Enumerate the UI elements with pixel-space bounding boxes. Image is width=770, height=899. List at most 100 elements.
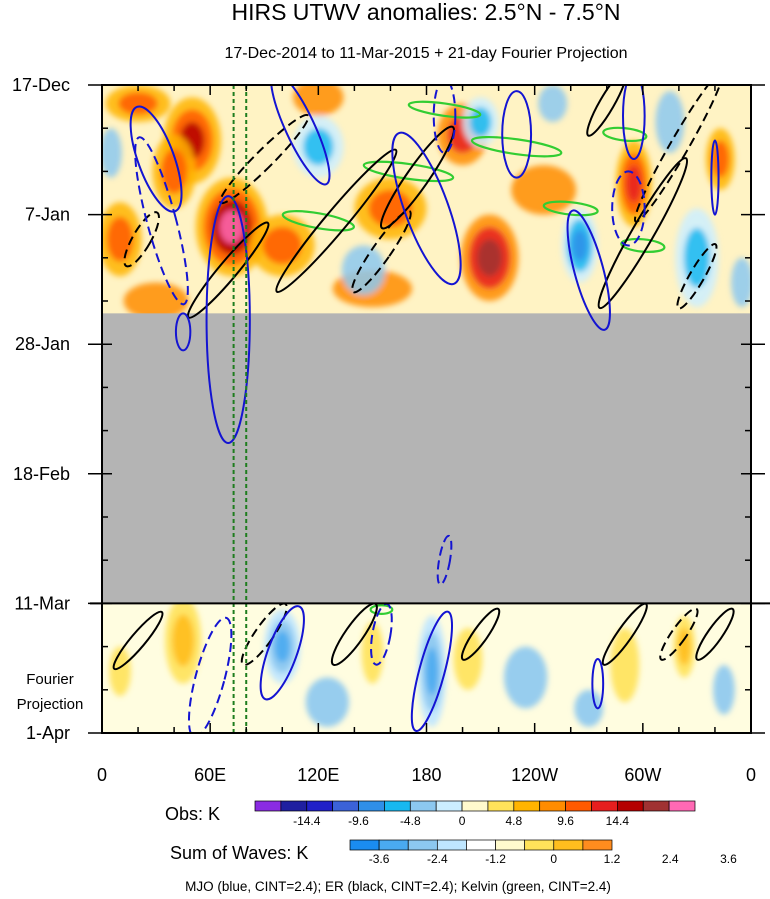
colorbar-swatch (565, 800, 592, 812)
er-contour (460, 607, 501, 661)
colorbar-swatch (436, 839, 467, 851)
colorbar-swatch (513, 800, 541, 812)
anomaly-blob (538, 85, 568, 123)
colorbar-swatch (487, 800, 515, 812)
mjo-contour (611, 170, 646, 247)
kelvin-contour (407, 100, 482, 119)
wave-blob (504, 646, 548, 709)
colorbar-tick-label: -1.2 (485, 852, 506, 866)
colorbar-tick-label: -14.4 (293, 814, 321, 828)
waves-colorbar: -3.6 -2.4 -1.2 0 1.2 2.4 3.6 (349, 839, 737, 866)
anomaly-field (102, 85, 751, 727)
y-tick-label: 18-Feb (13, 464, 70, 484)
x-tick-label: 60E (194, 765, 226, 785)
colorbar-tick-label: 0 (459, 814, 466, 828)
obs-colorbar-label: Obs: K (165, 804, 220, 824)
anomaly-blob (341, 245, 386, 295)
wave-blob (361, 621, 384, 684)
waves-colorbar-label: Sum of Waves: K (170, 843, 308, 863)
colorbar-tick-label: 4.8 (505, 814, 522, 828)
colorbar-swatch (332, 800, 359, 812)
colorbar-swatch (378, 839, 409, 851)
er-contour (633, 85, 724, 223)
x-axis-tick-labels: 0 60E 120E 180 120W 60W 0 (97, 765, 756, 785)
wave-blob (610, 628, 640, 703)
er-contour (676, 243, 718, 310)
mjo-contour (410, 610, 454, 732)
colorbar-tick-label: -3.6 (369, 852, 390, 866)
colorbar-swatch (642, 800, 670, 812)
y-tick-label: 1-Apr (26, 723, 70, 743)
colorbar-swatch (539, 800, 566, 812)
fourier-label-line2: Projection (17, 696, 84, 713)
mjo-contour (622, 85, 646, 161)
anomaly-blob (262, 226, 302, 264)
anomaly-blob (118, 92, 158, 115)
axis-ticks (88, 84, 765, 734)
kelvin-contour (369, 604, 394, 615)
mjo-contour (432, 85, 457, 154)
anomaly-blob (626, 165, 642, 203)
colorbar-swatch (461, 800, 489, 812)
mjo-contour (259, 605, 305, 701)
x-tick-label: 120W (511, 765, 558, 785)
anomaly-blob (107, 217, 134, 262)
kelvin-contour (620, 237, 666, 253)
anomaly-blob (711, 140, 730, 178)
wave-contours (112, 85, 735, 733)
colorbar-swatch (435, 800, 463, 812)
colorbar-swatch (409, 800, 437, 812)
mjo-contour (436, 534, 453, 586)
wave-blob (574, 689, 604, 727)
mjo-contour (501, 90, 533, 179)
wave-blob (677, 628, 691, 666)
colorbar-swatch (349, 839, 380, 851)
er-contour (123, 211, 160, 268)
x-tick-label: 60W (624, 765, 661, 785)
mjo-contour (566, 209, 611, 331)
x-tick-label: 0 (746, 765, 756, 785)
anomaly-blob (655, 91, 685, 153)
er-contour (351, 209, 412, 294)
colorbar-swatch (524, 839, 555, 851)
colorbar-swatch (280, 800, 308, 812)
marker-lines (232, 85, 248, 733)
wave-blob (305, 677, 349, 727)
colorbar-swatch (617, 800, 644, 812)
wave-blob (172, 614, 194, 667)
mjo-contour (129, 105, 183, 213)
colorbar-tick-label: -2.4 (427, 852, 448, 866)
x-tick-label: 120E (297, 765, 339, 785)
x-tick-label: 180 (411, 765, 441, 785)
colorbar-swatch (407, 839, 438, 851)
legend-caption: MJO (blue, CINT=2.4); ER (black, CINT=2.… (185, 879, 611, 894)
y-tick-label: 17-Dec (12, 75, 70, 95)
colorbar-swatch (306, 800, 333, 812)
colorbar-swatch (466, 839, 496, 851)
er-contour (659, 607, 699, 661)
y-tick-label: 7-Jan (25, 205, 70, 225)
mjo-contour (710, 139, 720, 216)
er-contour (597, 157, 689, 310)
colorbar-swatch (495, 839, 526, 851)
colorbar-swatch (384, 800, 411, 812)
colorbar-swatch (668, 800, 696, 812)
anomaly-blob (102, 128, 122, 178)
mjo-contour (134, 136, 189, 306)
er-contour (379, 125, 455, 230)
colorbar-tick-label: 3.6 (720, 852, 737, 866)
x-tick-label: 0 (97, 765, 107, 785)
colorbar-swatch (254, 800, 282, 812)
anomaly-blob (219, 210, 244, 244)
mjo-contour (270, 85, 331, 186)
colorbar-tick-label: -4.8 (400, 814, 421, 828)
colorbar-swatch (582, 839, 613, 851)
mjo-contour (205, 195, 251, 444)
anomaly-blob (572, 229, 588, 262)
y-tick-label: 28-Jan (15, 334, 70, 354)
wave-blob (109, 646, 131, 696)
plot-area (102, 85, 751, 733)
y-tick-label: 11-Mar (14, 593, 70, 613)
missing-data-region (102, 313, 751, 604)
